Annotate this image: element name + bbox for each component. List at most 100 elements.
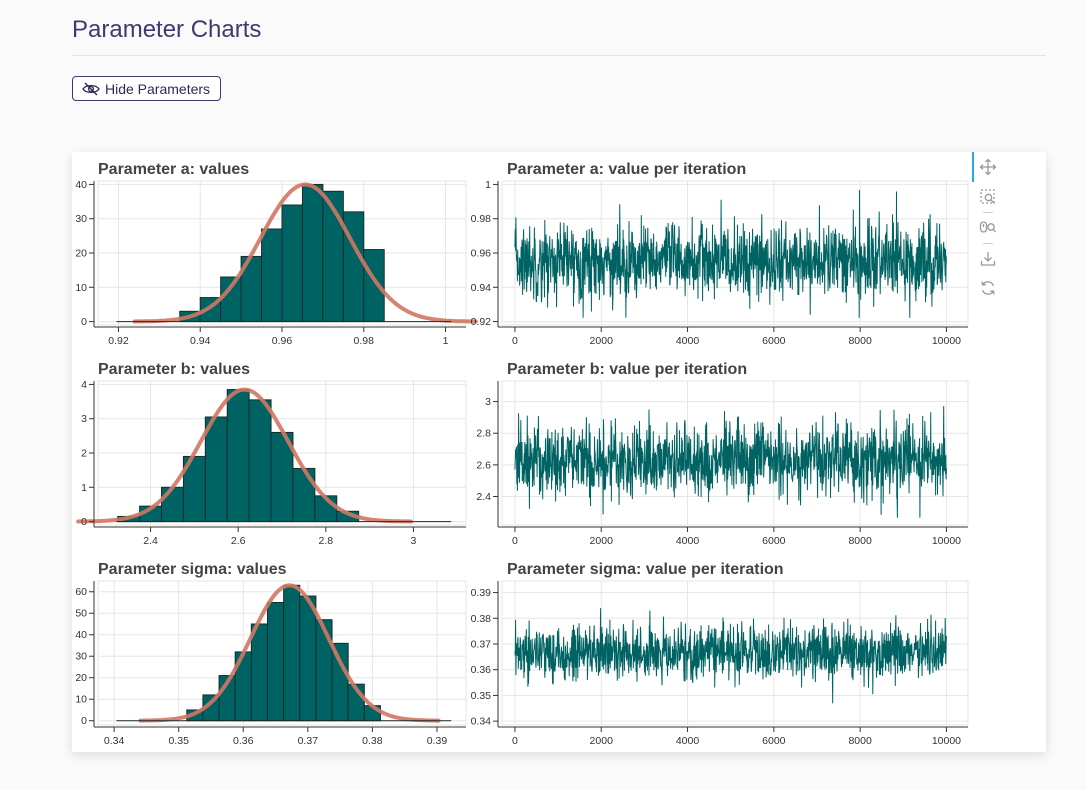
- x-tick-label: 0.38: [362, 735, 383, 747]
- bars: [117, 389, 360, 523]
- title-divider: [72, 55, 1046, 56]
- page-title: Parameter Charts: [72, 16, 262, 43]
- y-tick-label: 0.35: [471, 690, 492, 702]
- y-tick-label: 60: [75, 586, 87, 598]
- histogram-bar: [281, 204, 303, 323]
- x-axis: 0.34 0.35 0.36 0.37 0.38 0.39: [94, 726, 466, 747]
- histogram-bar: [299, 595, 317, 722]
- y-tick-label: 2.6: [476, 459, 491, 471]
- chart-title: Parameter a: values: [98, 161, 249, 178]
- x-tick-label: 2.6: [231, 535, 246, 547]
- x-tick-label: 0: [512, 735, 518, 747]
- y-tick-label: 0.36: [471, 664, 492, 676]
- x-tick-label: 1: [443, 335, 449, 347]
- y-tick-label: 0.96: [471, 248, 492, 260]
- histogram-bar: [250, 623, 268, 722]
- y-tick-label: 20: [75, 248, 87, 260]
- x-tick-label: 6000: [762, 735, 786, 747]
- x-tick-label: 0.36: [233, 735, 254, 747]
- y-axis: 0.92 0.94 0.96 0.98 1: [471, 179, 499, 328]
- chart-toolbar: [972, 152, 1002, 312]
- y-tick-label: 10: [75, 282, 87, 294]
- y-axis: 0 10 20 30 40 50 60: [75, 581, 95, 727]
- y-tick-label: 20: [75, 672, 87, 684]
- x-axis: 0 2000 4000 6000 8000 10000: [498, 526, 968, 547]
- y-tick-label: 4: [81, 379, 87, 391]
- y-tick-label: 0: [81, 516, 87, 528]
- plot-frame: [501, 580, 969, 726]
- pan-icon[interactable]: [978, 157, 998, 177]
- x-axis: 0.92 0.94 0.96 0.98 1: [94, 326, 466, 347]
- y-tick-label: 2: [81, 448, 87, 460]
- y-tick-label: 1: [485, 179, 491, 191]
- charts-panel: Parameter a: values 0.92 0.94 0.96 0.98 1 0 10 2…: [72, 152, 1046, 752]
- reset-icon[interactable]: [978, 278, 998, 298]
- x-tick-label: 10000: [932, 335, 961, 347]
- y-tick-label: 40: [75, 179, 87, 191]
- x-tick-label: 0: [512, 335, 518, 347]
- y-axis: 0 10 20 30 40: [75, 179, 95, 328]
- x-tick-label: 8000: [848, 335, 872, 347]
- y-tick-label: 0: [81, 316, 87, 328]
- chart-title: Parameter a: value per iteration: [507, 161, 746, 178]
- histogram-bar: [266, 601, 285, 722]
- chart-title: Parameter sigma: values: [98, 561, 287, 578]
- hide-parameters-button[interactable]: Hide Parameters: [72, 76, 222, 101]
- chart-title: Parameter b: values: [98, 361, 250, 378]
- x-axis: 0 2000 4000 6000 8000 10000: [498, 726, 968, 747]
- histogram-bar: [315, 619, 333, 722]
- x-tick-label: 4000: [676, 335, 700, 347]
- y-tick-label: 0.39: [471, 587, 492, 599]
- plot-frame: [97, 380, 467, 526]
- wheel-zoom-icon[interactable]: [978, 218, 998, 238]
- histogram-bar: [161, 486, 184, 523]
- chart-6: Parameter sigma: value per iteration 0 200…: [471, 561, 969, 747]
- chart-4: Parameter b: value per iteration 0 2000 400…: [476, 361, 969, 547]
- plot-frame: [501, 380, 969, 526]
- histogram-bar: [248, 399, 272, 523]
- x-tick-label: 0.92: [108, 335, 129, 347]
- x-tick-label: 4000: [676, 735, 700, 747]
- save-icon[interactable]: [978, 249, 998, 269]
- plot-frame: [97, 580, 467, 726]
- histogram-bar: [292, 467, 316, 523]
- histogram-bar: [283, 584, 301, 722]
- chart-title: Parameter sigma: value per iteration: [507, 561, 784, 578]
- y-tick-label: 2.4: [476, 491, 491, 503]
- x-tick-label: 2000: [590, 335, 614, 347]
- chart-title: Parameter b: value per iteration: [507, 361, 747, 378]
- y-axis: 0 1 2 3 4: [81, 379, 95, 528]
- x-tick-label: 0: [512, 535, 518, 547]
- x-tick-label: 0.96: [272, 335, 293, 347]
- y-tick-label: 40: [75, 629, 87, 641]
- y-tick-label: 2.8: [476, 428, 491, 440]
- chart-3: Parameter b: values 2.4 2.6 2.8 3 0 1 2 3 4: [76, 361, 467, 547]
- box-zoom-icon[interactable]: [978, 187, 998, 207]
- y-tick-label: 30: [75, 651, 87, 663]
- eye-slash-icon: [82, 82, 100, 96]
- x-tick-label: 8000: [848, 535, 872, 547]
- x-tick-label: 8000: [848, 735, 872, 747]
- y-tick-label: 0.92: [471, 316, 492, 328]
- histogram-bar: [261, 228, 283, 323]
- active-tool-indicator: [972, 152, 974, 182]
- y-tick-label: 3: [485, 396, 491, 408]
- plot-frame: [501, 180, 969, 326]
- x-tick-label: 2000: [590, 735, 614, 747]
- density-curve: [76, 387, 413, 524]
- y-tick-label: 1: [81, 482, 87, 494]
- trace-line: [514, 608, 947, 704]
- histogram-bar: [226, 389, 250, 523]
- x-tick-label: 0.98: [354, 335, 375, 347]
- y-tick-label: 10: [75, 694, 87, 706]
- x-tick-label: 2.4: [143, 535, 158, 547]
- x-axis: 2.4 2.6 2.8 3: [94, 526, 466, 547]
- x-tick-label: 3: [411, 535, 417, 547]
- x-tick-label: 0.39: [427, 735, 448, 747]
- x-tick-label: 6000: [762, 535, 786, 547]
- histogram-bar: [331, 642, 349, 722]
- x-tick-label: 0.94: [190, 335, 211, 347]
